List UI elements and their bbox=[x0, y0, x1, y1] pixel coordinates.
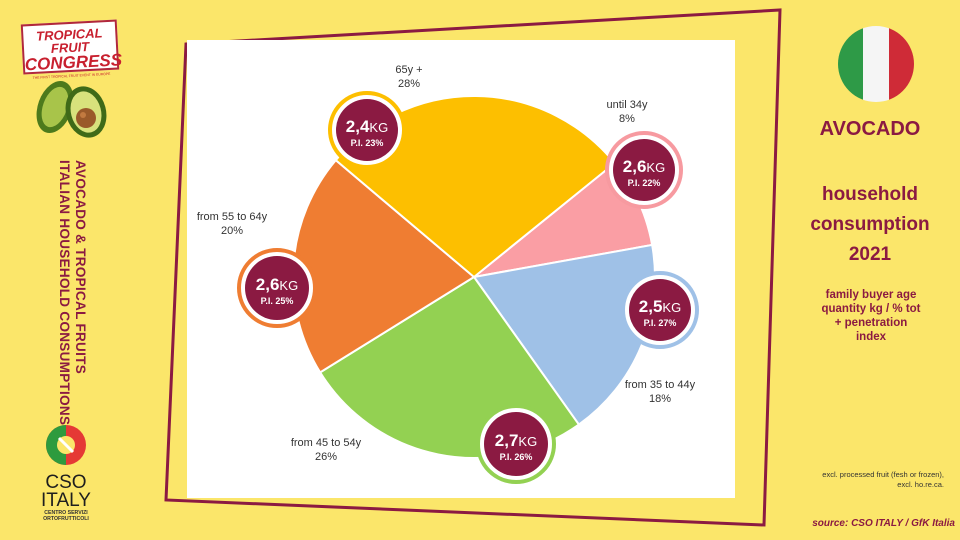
bubble-kg-unit: KG bbox=[279, 278, 298, 293]
side-title-line2: ITALIAN HOUSEHOLD CONSUMPTIONS bbox=[57, 160, 72, 426]
desc-line1: family buyer age bbox=[825, 289, 917, 301]
cso-subtitle: CENTRO SERVIZI ORTOFRUTTICOLI bbox=[26, 510, 106, 522]
bubble-kg: 2,5KG bbox=[639, 297, 681, 316]
slice-label: until 34y 8% bbox=[607, 99, 648, 125]
desc-line2: quantity kg / % tot bbox=[821, 303, 921, 315]
bubble-kg: 2,4KG bbox=[346, 117, 388, 136]
bubble-kg-value: 2,6 bbox=[623, 157, 647, 176]
bubble-kg: 2,6KG bbox=[256, 275, 298, 294]
slice-label-name: from 55 to 64y bbox=[197, 211, 268, 223]
desc-line4: index bbox=[855, 331, 887, 343]
bubble bbox=[484, 412, 548, 476]
bubble-kg-value: 2,7 bbox=[495, 431, 519, 450]
slice-label: 65y + 28% bbox=[395, 64, 422, 90]
exclusion-note: excl. processed fruit (fesh or frozen), … bbox=[822, 470, 944, 489]
consumption-title: household consumption 2021 bbox=[795, 180, 945, 270]
slice-labels: until 34y 8% from 35 to 44y 18% from 45 to 5… bbox=[197, 64, 696, 463]
avocado-illustration bbox=[36, 80, 107, 138]
cso-name-line2: ITALY bbox=[41, 490, 91, 511]
pie-slice bbox=[472, 243, 656, 426]
slice-label: from 45 to 54y 26% bbox=[291, 437, 362, 463]
title-line2: consumption bbox=[810, 214, 930, 235]
bubble-kg-value: 2,6 bbox=[256, 275, 280, 294]
bubble-kg: 2,6KG bbox=[623, 157, 665, 176]
slice-label-name: from 35 to 44y bbox=[625, 379, 696, 391]
bubble-pi: P.I. 25% bbox=[261, 296, 294, 306]
slice-label-pct: 18% bbox=[649, 393, 671, 405]
slice-label-pct: 8% bbox=[619, 113, 635, 125]
bubble bbox=[336, 99, 398, 161]
bubble-kg-value: 2,4 bbox=[346, 117, 370, 136]
bubble-pi: P.I. 22% bbox=[628, 178, 661, 188]
bubble bbox=[629, 279, 691, 341]
slice-label: from 55 to 64y 20% bbox=[197, 211, 268, 237]
italian-flag-icon bbox=[838, 26, 914, 102]
side-title-line1: AVOCADO & TROPICAL FRUITS bbox=[73, 160, 88, 375]
chart-description: family buyer age quantity kg / % tot + p… bbox=[806, 288, 936, 344]
bubble-kg-value: 2,5 bbox=[639, 297, 663, 316]
cso-sub-line1: CENTRO SERVIZI bbox=[44, 510, 88, 516]
cso-sub-line2: ORTOFRUTTICOLI bbox=[43, 516, 89, 522]
cso-italy-logo: CSO ITALY CENTRO SERVIZI ORTOFRUTTICOLI bbox=[26, 420, 106, 522]
bubble bbox=[245, 256, 309, 320]
bubble-pi: P.I. 23% bbox=[351, 138, 384, 148]
pie-slices bbox=[292, 95, 656, 459]
desc-line3: + penetration bbox=[834, 317, 908, 329]
cso-logo-mark bbox=[46, 425, 86, 465]
bubble-kg-unit: KG bbox=[662, 300, 681, 315]
bubble-kg-unit: KG bbox=[369, 120, 388, 135]
slice-label-pct: 20% bbox=[221, 225, 243, 237]
slice-label-name: until 34y bbox=[607, 99, 648, 111]
bubble-kg-unit: KG bbox=[518, 434, 537, 449]
bubble-pi: P.I. 27% bbox=[644, 318, 677, 328]
slice-label-name: from 45 to 54y bbox=[291, 437, 362, 449]
cso-name: CSO ITALY bbox=[26, 472, 106, 511]
title-line1: household bbox=[821, 184, 919, 205]
chart-frame bbox=[164, 8, 782, 527]
slice-label: from 35 to 44y 18% bbox=[625, 379, 696, 405]
bubble bbox=[613, 139, 675, 201]
bubble-kg-unit: KG bbox=[646, 160, 665, 175]
cso-name-line1: CSO bbox=[45, 472, 87, 493]
slice-label-name: 65y + bbox=[395, 64, 422, 76]
slice-label-pct: 26% bbox=[315, 451, 337, 463]
bubble-pi: P.I. 26% bbox=[500, 452, 533, 462]
source-text: source: CSO ITALY / GfK Italia bbox=[812, 518, 955, 529]
slice-label-pct: 28% bbox=[398, 78, 420, 90]
side-title: AVOCADO & TROPICAL FRUITS ITALIAN HOUSEH… bbox=[56, 160, 88, 425]
title-line3: 2021 bbox=[848, 244, 892, 265]
bubble-kg: 2,7KG bbox=[495, 431, 537, 450]
product-title: AVOCADO bbox=[819, 118, 921, 140]
